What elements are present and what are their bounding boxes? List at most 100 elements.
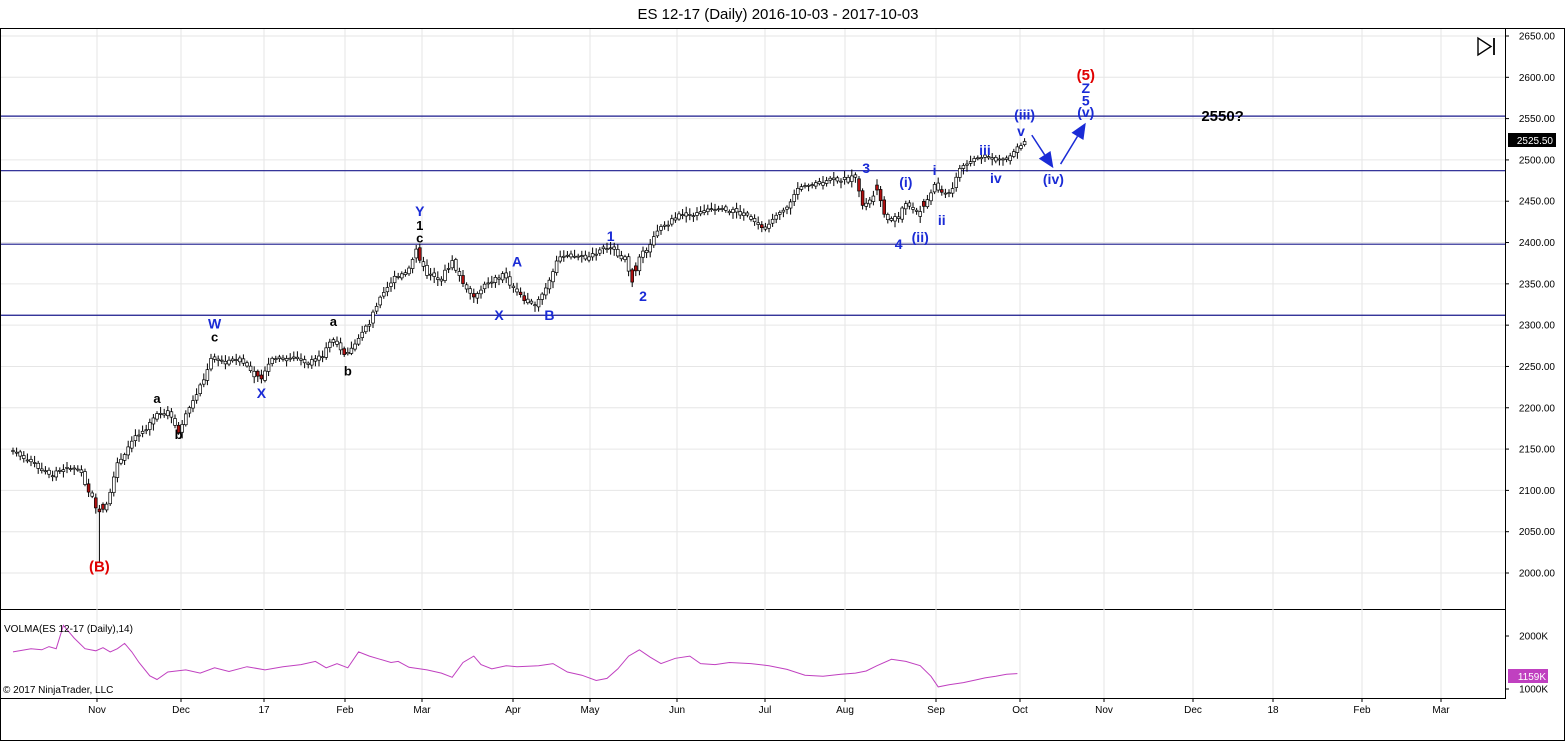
up-candle <box>374 305 379 312</box>
up-candle <box>659 226 663 231</box>
up-candle <box>151 417 156 425</box>
up-candle <box>410 259 415 269</box>
up-candle <box>986 156 991 159</box>
up-candle <box>1008 155 1012 162</box>
horizontal-levels <box>1 115 1505 316</box>
up-candle <box>115 462 120 478</box>
down-candle <box>860 190 865 206</box>
up-candle <box>828 177 832 181</box>
up-candle <box>385 287 390 293</box>
up-candle <box>162 413 166 416</box>
up-candle <box>918 211 922 217</box>
up-candle <box>778 212 782 215</box>
up-candle <box>590 253 595 258</box>
x-tick-label: Mar <box>1432 705 1450 716</box>
up-candle <box>965 163 969 166</box>
chart-title: ES 12-17 (Daily) 2016-10-03 - 2017-10-03 <box>638 6 919 23</box>
x-tick-label: Nov <box>1095 705 1113 716</box>
y-tick-label: 2400.00 <box>1519 238 1556 249</box>
up-candle <box>223 360 228 365</box>
up-candle <box>886 214 890 221</box>
wave-label: b <box>344 364 352 379</box>
up-candle <box>335 340 339 345</box>
x-tick-label: Dec <box>172 705 190 716</box>
up-candle <box>673 217 678 221</box>
projection-arrows <box>1031 122 1086 169</box>
up-candle <box>245 362 249 367</box>
up-candle <box>864 202 868 207</box>
up-candle <box>104 503 109 511</box>
down-candle <box>875 184 879 191</box>
up-candle <box>572 255 577 258</box>
up-candle <box>493 277 498 283</box>
up-candle <box>126 446 130 456</box>
up-candle <box>270 357 274 364</box>
up-candle <box>925 199 930 208</box>
up-candle <box>637 256 642 272</box>
up-candle <box>734 208 739 213</box>
up-candle <box>792 194 796 202</box>
up-candle <box>295 356 300 360</box>
up-candle <box>817 181 822 185</box>
up-candle <box>1015 146 1020 153</box>
up-candle <box>173 418 177 426</box>
x-tick-label: Sep <box>927 705 945 716</box>
up-candle <box>220 359 224 362</box>
up-candle <box>317 355 321 361</box>
y-tick-label: 2100.00 <box>1519 486 1556 497</box>
down-candle <box>522 295 526 301</box>
up-candle <box>428 273 433 276</box>
up-candle <box>623 256 627 260</box>
up-candle <box>490 281 494 284</box>
up-candle <box>576 255 580 258</box>
up-candle <box>90 492 94 497</box>
up-candle <box>738 211 742 216</box>
up-candle <box>720 208 724 210</box>
up-candle <box>1022 141 1027 146</box>
up-candle <box>169 411 174 418</box>
up-candle <box>230 358 235 362</box>
up-candle <box>515 288 519 293</box>
x-tick-label: Dec <box>1184 705 1202 716</box>
up-candle <box>616 249 620 257</box>
up-candle <box>958 168 962 178</box>
up-candle <box>205 369 210 381</box>
down-candle <box>418 247 422 261</box>
up-candle <box>853 174 858 178</box>
up-candle <box>277 356 282 359</box>
up-candle <box>450 260 454 269</box>
y-tick-label: 2450.00 <box>1519 197 1556 208</box>
wave-label: Y <box>415 203 425 219</box>
last-price-marker: 2525.50 <box>1508 133 1556 147</box>
up-candle <box>166 410 170 417</box>
up-candle <box>119 458 123 464</box>
up-candle <box>360 331 364 339</box>
x-tick-label: 18 <box>1267 705 1279 716</box>
up-candle <box>68 468 73 470</box>
up-candle <box>612 246 616 250</box>
wave-label: (v) <box>1077 104 1094 120</box>
up-candle <box>533 304 537 307</box>
up-candle <box>14 451 19 454</box>
x-tick-label: Oct <box>1012 705 1028 716</box>
y-tick-label: 2000.00 <box>1519 569 1556 580</box>
up-candle <box>655 230 660 237</box>
up-candle <box>83 471 87 485</box>
up-candle <box>133 435 138 441</box>
up-candle <box>382 292 386 297</box>
up-candle <box>302 359 307 364</box>
up-candle <box>569 253 573 258</box>
skip-forward-icon[interactable] <box>1474 34 1500 58</box>
up-candle <box>378 296 382 306</box>
up-candle <box>464 284 469 290</box>
up-candle <box>680 214 685 217</box>
up-candle <box>868 199 872 205</box>
wave-label: X <box>494 307 504 323</box>
up-candle <box>796 188 800 195</box>
up-candle <box>54 470 58 478</box>
up-candle <box>18 451 22 457</box>
up-candle <box>274 358 278 361</box>
up-candle <box>346 352 350 355</box>
up-candle <box>400 273 404 279</box>
